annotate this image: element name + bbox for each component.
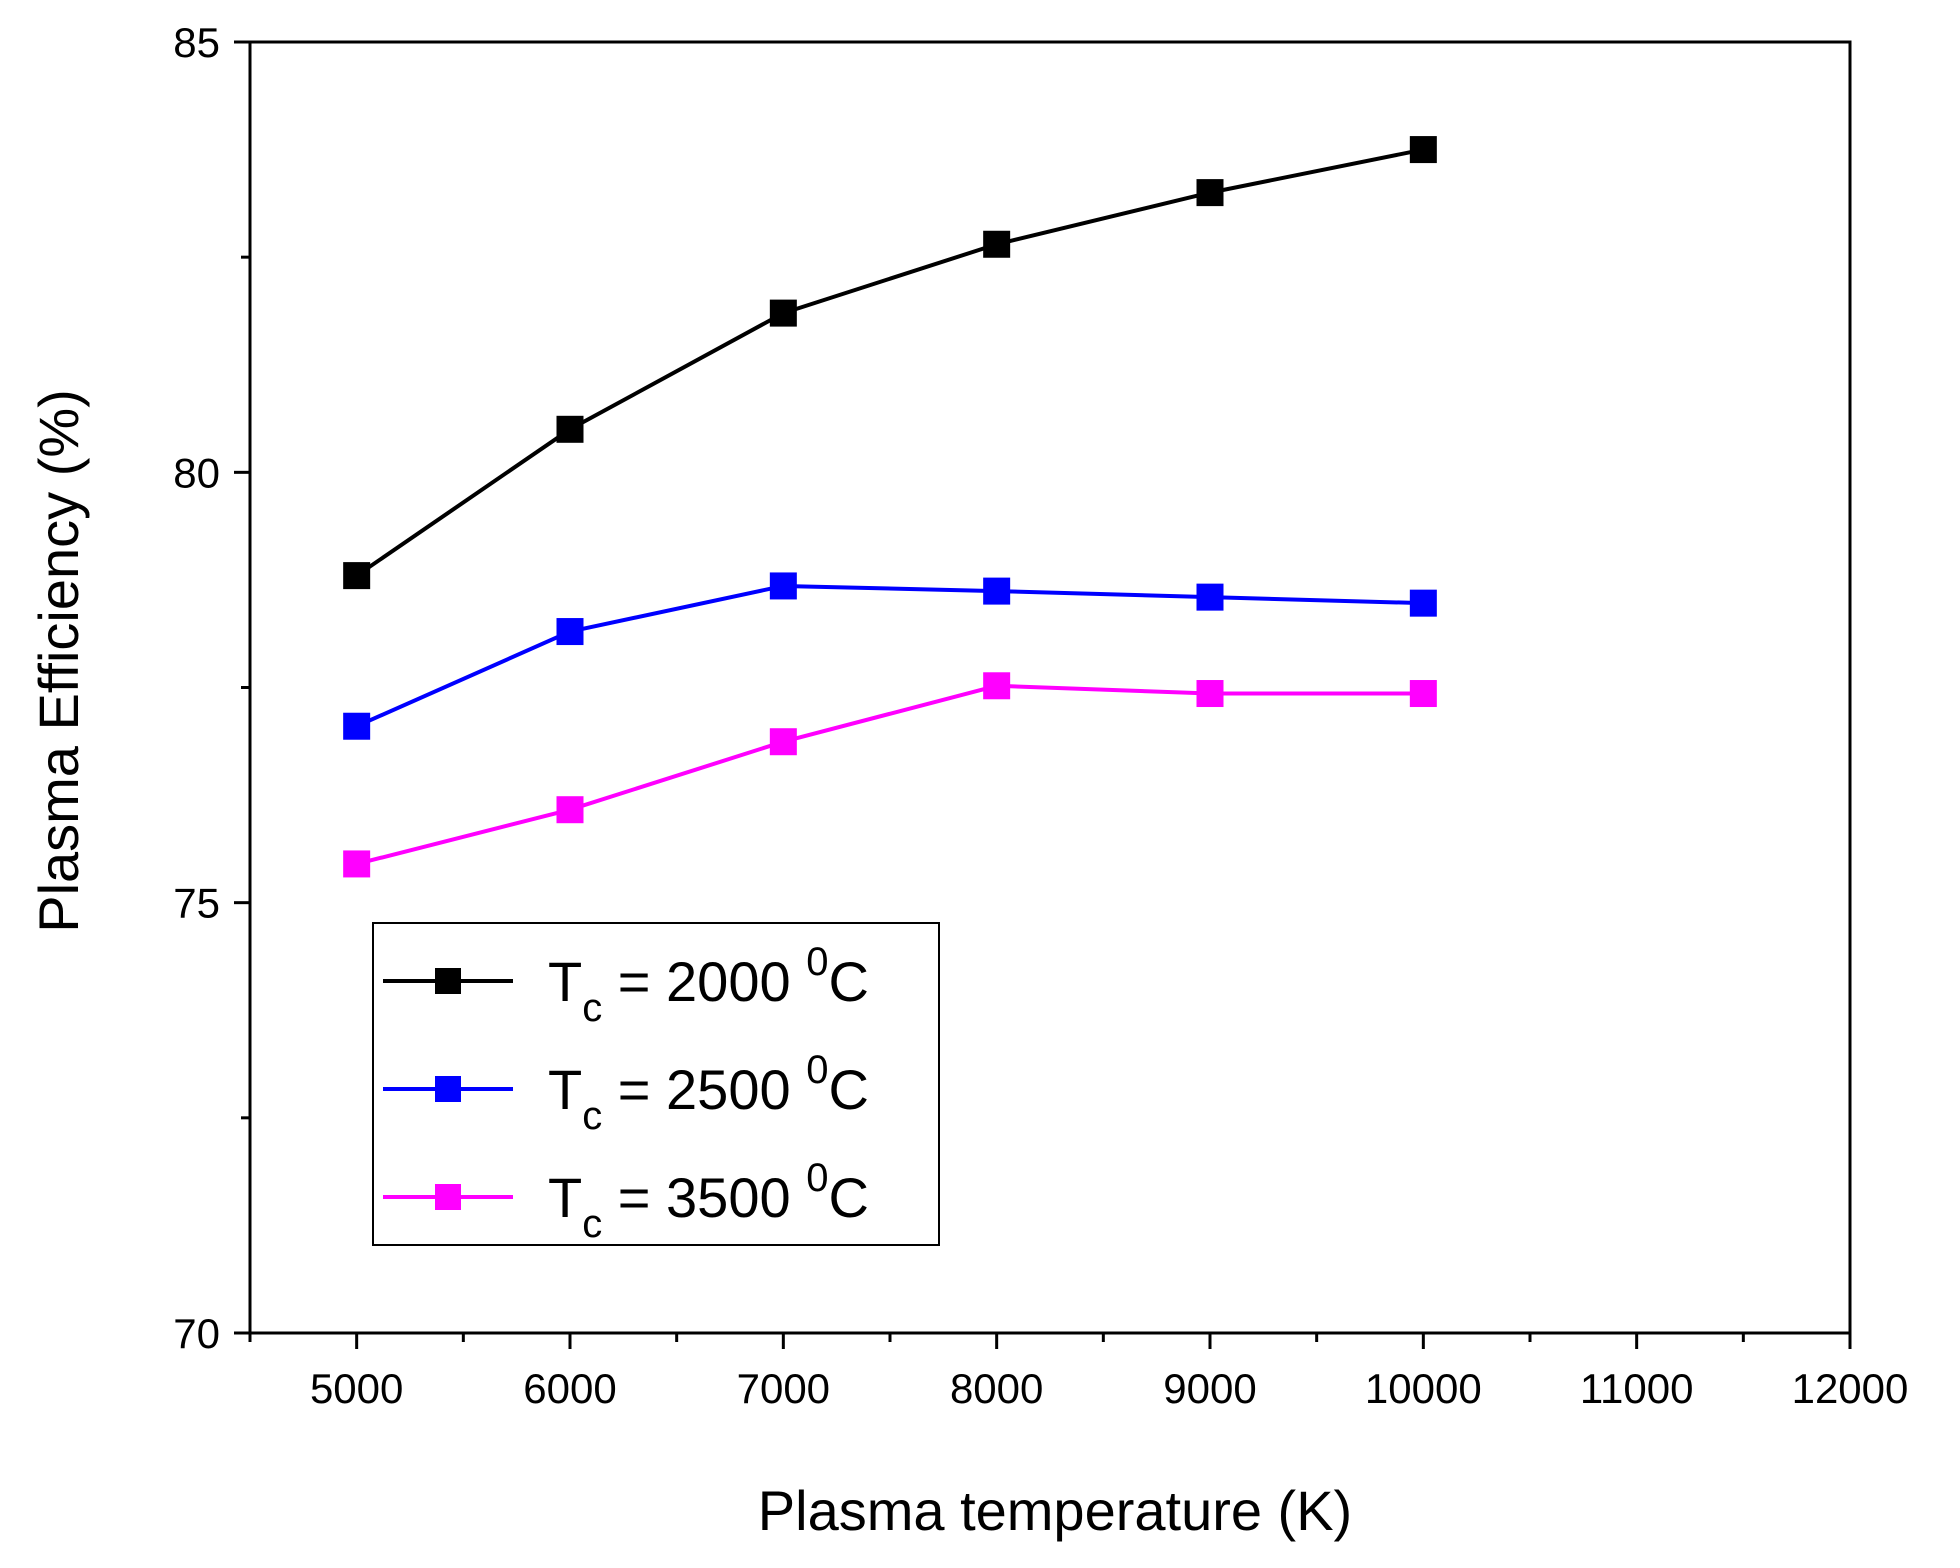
legend-marker (435, 968, 461, 994)
x-tick-label: 5000 (310, 1365, 403, 1412)
legend-marker (435, 1184, 461, 1210)
legend-item: Tc = 2500 0C (383, 1048, 869, 1138)
data-point (769, 299, 797, 327)
data-point (343, 850, 371, 878)
y-tick-label: 85 (173, 19, 220, 66)
x-axis-title: Plasma temperature (K) (758, 1479, 1352, 1542)
x-tick-label: 10000 (1365, 1365, 1482, 1412)
y-axis-title: Plasma Efficiency (%) (27, 389, 90, 933)
data-point (1196, 179, 1224, 207)
series-1 (343, 136, 1437, 590)
data-point (343, 562, 371, 590)
legend-item: Tc = 3500 0C (383, 1156, 869, 1246)
legend-marker (435, 1076, 461, 1102)
data-point (1409, 589, 1437, 617)
data-point (1196, 583, 1224, 611)
legend: Tc = 2000 0C Tc = 2500 0C Tc = 3500 0C (372, 922, 940, 1246)
data-point (556, 796, 584, 824)
data-point (343, 712, 371, 740)
data-point (1196, 680, 1224, 708)
legend-label: Tc = 2500 0C (548, 1048, 869, 1138)
series-2 (343, 572, 1437, 740)
data-point (556, 618, 584, 646)
x-tick-label: 6000 (523, 1365, 616, 1412)
data-point (769, 572, 797, 600)
data-point (1409, 136, 1437, 164)
legend-box (372, 922, 940, 1246)
legend-label: Tc = 2000 0C (548, 940, 869, 1030)
x-tick-label: 8000 (950, 1365, 1043, 1412)
x-tick-label: 7000 (737, 1365, 830, 1412)
y-tick-label: 75 (173, 880, 220, 927)
legend-label: Tc = 3500 0C (548, 1156, 869, 1246)
series-line (355, 147, 1424, 578)
series-line (356, 683, 1424, 866)
x-tick-label: 11000 (1580, 1365, 1694, 1412)
data-point (769, 728, 797, 756)
data-point (983, 577, 1011, 605)
x-tick-label: 9000 (1163, 1365, 1256, 1412)
x-tick-label: 12000 (1792, 1365, 1909, 1412)
data-point (556, 415, 584, 443)
data-point (983, 672, 1011, 700)
y-tick-label: 80 (173, 449, 220, 496)
data-point (983, 230, 1011, 258)
y-tick-label: 70 (173, 1310, 220, 1357)
series-line (355, 583, 1424, 729)
series-3 (343, 672, 1437, 878)
series-layer (343, 136, 1437, 878)
axes-layer: 5000 6000 7000 8000 9000 10000 11000 12000 70 75 8… (173, 19, 1908, 1412)
data-point (1409, 680, 1437, 708)
legend-item: Tc = 2000 0C (383, 940, 869, 1030)
